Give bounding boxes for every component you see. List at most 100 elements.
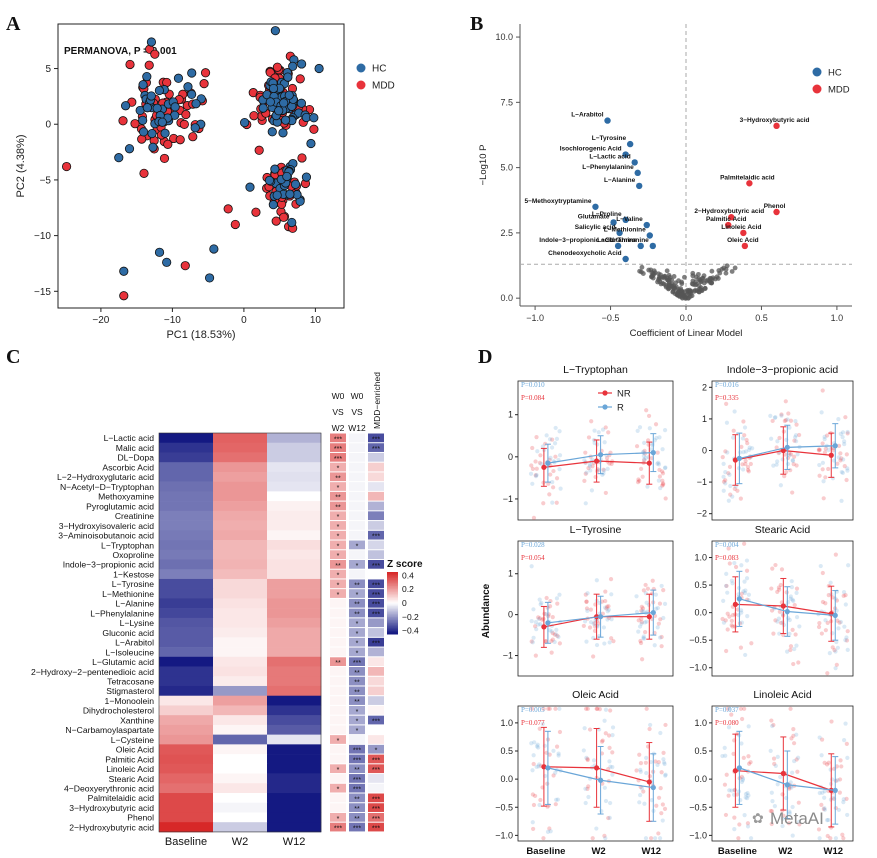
raw-point-r (655, 762, 660, 768)
significance-stars: * (356, 709, 359, 716)
raw-point-nr (844, 741, 849, 746)
raw-point-nr (748, 760, 753, 765)
data-point-mdd (773, 208, 780, 216)
raw-point-nr (721, 479, 727, 484)
raw-point-nr (786, 411, 791, 416)
raw-point-r (609, 592, 614, 597)
raw-point-r (843, 721, 848, 726)
raw-point-nr (797, 432, 802, 438)
raw-point-r (780, 620, 785, 625)
raw-point-nr (740, 716, 745, 722)
raw-point-r (823, 618, 828, 623)
data-point-hc (290, 179, 301, 189)
data-point-mdd (163, 139, 173, 149)
legend-gradient-step (387, 610, 398, 613)
data-point-ns (702, 286, 708, 291)
annotation-cell-mdd (368, 696, 384, 705)
data-point-hc (190, 123, 200, 133)
raw-point-r (597, 727, 602, 732)
raw-point-nr (642, 448, 647, 453)
raw-point-r (592, 440, 597, 446)
raw-point-nr (844, 452, 849, 457)
raw-point-nr (529, 639, 534, 644)
x-category-label: W12 (823, 846, 843, 857)
annotation-cell (330, 822, 346, 832)
heatmap-cell (267, 530, 322, 541)
raw-point-r (778, 483, 783, 488)
legend-gradient-step (387, 598, 398, 601)
raw-point-nr (640, 606, 646, 611)
raw-point-nr (822, 450, 828, 455)
raw-point-r (586, 794, 591, 800)
annotation-cell (330, 715, 346, 725)
raw-point-r (788, 596, 793, 601)
x-category-label: W2 (591, 846, 605, 857)
heatmap-cell (267, 802, 322, 813)
heatmap-cell (267, 676, 322, 687)
raw-point-nr (746, 469, 751, 474)
raw-point-nr (726, 546, 731, 551)
raw-point-nr (734, 792, 740, 797)
raw-point-r (791, 598, 796, 604)
heatmap-cell (213, 491, 268, 502)
heatmap-cell (159, 569, 214, 580)
raw-point-nr (780, 792, 785, 797)
heatmap-cell (267, 598, 322, 609)
annotation-cell-mdd (368, 822, 384, 832)
p-value-nr: P=0.083 (715, 554, 739, 562)
annotation-cell (330, 744, 346, 754)
raw-point-nr (797, 822, 802, 827)
raw-point-nr (739, 774, 744, 779)
legend-gradient-step (387, 607, 398, 610)
annotation-cell (330, 725, 346, 735)
raw-point-nr (826, 760, 831, 765)
significance-stars: * (356, 631, 359, 638)
annotation-cell (330, 803, 346, 812)
raw-point-nr (653, 759, 658, 764)
data-point-mdd (271, 216, 281, 226)
subplot-frame (711, 705, 854, 842)
heatmap-cell (267, 549, 322, 560)
y-tick-label: 0 (45, 120, 51, 131)
raw-point-nr (551, 773, 556, 778)
legend-marker-mdd (356, 80, 366, 90)
heatmap-cell (267, 433, 322, 444)
raw-point-r (585, 591, 590, 596)
raw-point-r (551, 748, 556, 753)
raw-point-r (653, 606, 659, 611)
annotation-cell (330, 783, 346, 793)
raw-point-r (775, 754, 780, 759)
annotation-cell (349, 569, 365, 579)
data-point-hc (162, 257, 172, 267)
raw-point-nr (749, 641, 754, 646)
raw-point-r (740, 776, 746, 781)
annotation-cell (330, 735, 346, 744)
raw-point-r (725, 590, 730, 595)
raw-point-nr (663, 496, 668, 501)
raw-point-nr (821, 806, 826, 812)
raw-point-nr (648, 836, 654, 841)
raw-point-r (634, 594, 639, 599)
raw-point-r (842, 439, 847, 444)
raw-point-nr (658, 617, 663, 622)
annotation-cell-mdd (368, 569, 384, 579)
annotation-cell (349, 744, 365, 754)
row-label: Gluconic acid (102, 628, 154, 638)
raw-point-nr (841, 593, 846, 598)
raw-point-nr (771, 722, 776, 728)
raw-point-nr (790, 627, 795, 632)
raw-point-nr (661, 588, 666, 593)
raw-point-nr (727, 464, 733, 469)
raw-point-nr (663, 722, 668, 728)
raw-point-nr (835, 618, 840, 623)
raw-point-nr (545, 781, 550, 786)
heatmap-cell (159, 647, 214, 658)
data-point-hc (204, 273, 215, 283)
raw-point-nr (768, 808, 773, 814)
column-label: Baseline (165, 836, 207, 848)
row-label: Stearic Acid (109, 774, 155, 784)
raw-point-r (660, 447, 665, 452)
raw-point-r (533, 474, 539, 479)
raw-point-nr (530, 466, 536, 471)
annotation-cell (349, 735, 365, 744)
